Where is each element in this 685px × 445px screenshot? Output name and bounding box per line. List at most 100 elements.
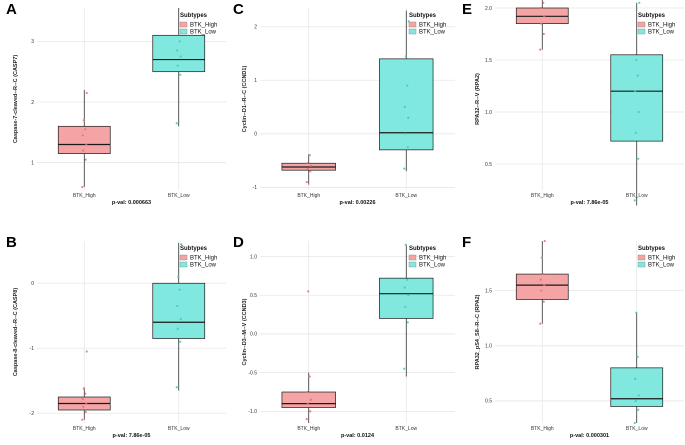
panel-d-y-tick-label: 0.0 [250, 332, 257, 338]
panel-a-btk-low-point [179, 73, 182, 76]
panel-a-y-tick-label: 1 [31, 161, 34, 167]
panel-e-legend-title: Subtypes [638, 13, 666, 19]
panel-b-btk-low-point [178, 288, 181, 291]
panel-a: A Caspase-7-cleaved--R--C (CASP7) 1 2 3 BTK_H… [6, 1, 226, 206]
panel-d-legend-label: BTK_Low [419, 263, 446, 269]
panel-e-btk-low-point [634, 90, 637, 93]
panel-b-x-tick-label: BTK_High [73, 426, 96, 432]
panel-a-btk-low-point [176, 64, 179, 67]
panel-c-y-tick-label: 2 [254, 25, 257, 31]
panel-d-btk-high-point [305, 418, 308, 421]
panel-c-btk-low-point [403, 105, 406, 109]
panel-e-btk-low-point [636, 74, 639, 77]
panel-a-btk-high-point [82, 119, 85, 122]
panel-b: B Caspase-8-cleaved--R--C (CASP8) -2 -1 0 BTK… [6, 234, 226, 439]
panel-c-btk-high-point [309, 164, 312, 168]
panel-c-legend-swatch [408, 28, 417, 35]
panel-f-x-tick-label: BTK_Low [626, 426, 648, 432]
panel-b-btk-high-point [84, 392, 87, 395]
panel-f-btk-high-point [539, 278, 542, 281]
panel-b-x-tick-label: BTK_Low [168, 426, 190, 432]
panel-a-y-axis-label: Caspase-7-cleaved--R--C (CASP7) [13, 55, 19, 143]
panel-a-btk-high-box [57, 125, 111, 154]
panel-f: F RPA32_pS4_S8--R--C (RPA2) 0.5 1.0 1.5 BTK_H… [462, 234, 684, 439]
panel-e-btk-high-point [542, 32, 545, 36]
panel-a-btk-high-point [85, 143, 88, 146]
panel-b-btk-low-point [175, 386, 178, 389]
panel-b-y-tick-label: -1 [30, 346, 35, 352]
panel-a-btk-high-point [84, 158, 87, 161]
panel-f-y-tick-label: 1.5 [485, 288, 492, 294]
panel-d-btk-low-box [379, 277, 434, 319]
panel-d-btk-low-point [406, 278, 409, 281]
panel-e-letter: E [462, 1, 472, 18]
panel-e-btk-high-point [543, 15, 546, 18]
panel-f-legend-label: BTK_High [648, 256, 675, 262]
panel-d-x-tick-label: BTK_Low [395, 426, 417, 432]
panel-e-btk-high-point [539, 6, 542, 10]
panel-f-btk-low-point [636, 355, 639, 358]
panel-b-btk-low-point [177, 275, 180, 278]
panel-d-legend-swatch [408, 261, 417, 268]
panel-e-y-tick-label: 1.5 [485, 58, 492, 64]
panel-b-btk-low-point [179, 317, 182, 321]
panel-c-btk-high-point [305, 180, 308, 184]
panel-d-legend-swatch [408, 254, 417, 261]
panel-a-btk-low-point [176, 49, 179, 52]
panel-d-pvalue: p-val: 0.0124 [341, 433, 375, 439]
panel-b-btk-high-point [85, 402, 88, 405]
panel-c-x-tick-label: BTK_High [297, 193, 320, 199]
panel-f-btk-high-point [542, 300, 545, 303]
panel-c-btk-low-point [403, 167, 406, 170]
panel-e-btk-low-point [635, 58, 638, 62]
panel-f-btk-high-point [543, 284, 546, 287]
panel-a-btk-low-box [152, 34, 206, 73]
panel-d-btk-high-point [306, 402, 309, 405]
panel-a-btk-low-point [179, 55, 182, 58]
panel-d-btk-high-point [306, 390, 309, 394]
panel-e-btk-low-point [634, 131, 637, 134]
panel-f-btk-low-point [637, 394, 640, 397]
panel-d-btk-high-box [281, 391, 336, 408]
panel-d-btk-low-point [406, 321, 409, 324]
panel-c-btk-low-point [406, 84, 409, 87]
panel-f-legend-title: Subtypes [638, 246, 666, 252]
panel-f-legend-swatch [637, 254, 646, 261]
panel-b-btk-high-point [84, 410, 87, 414]
panel-d-btk-low-point [404, 243, 407, 246]
panel-c-legend-swatch [408, 21, 417, 28]
panel-b-btk-high-point [85, 350, 88, 353]
panel-c-btk-high-point [306, 162, 309, 165]
panel-c-y-tick-label: 0 [254, 132, 257, 138]
panel-e-btk-high-point [540, 22, 543, 25]
panel-e-btk-low-box [610, 54, 664, 142]
panel-f-legend-swatch [637, 261, 646, 268]
panel-e-legend-swatch [637, 21, 646, 28]
panel-c-y-tick-label: -1 [253, 185, 258, 191]
panel-f-btk-low-point [637, 408, 640, 411]
panel-a-legend-title: Subtypes [180, 13, 208, 19]
panel-c-letter: C [233, 1, 244, 18]
panel-d-y-tick-label: -0.5 [248, 370, 257, 376]
panel-e-btk-high-point [542, 1, 545, 4]
panel-c-btk-low-point [404, 55, 407, 58]
panel-f-btk-low-point [633, 421, 636, 425]
panel-a-btk-high-point [81, 185, 84, 189]
panel-b-btk-low-point [180, 243, 183, 246]
panel-a-legend-label: BTK_Low [190, 30, 217, 36]
panel-a-btk-low-point [175, 122, 178, 125]
panel-b-btk-low-point [176, 304, 179, 308]
panel-b-legend-label: BTK_High [190, 256, 217, 262]
panel-b-legend-swatch [179, 254, 188, 261]
panel-f-btk-high-point [539, 322, 542, 325]
panel-d-btk-low-point [403, 367, 406, 370]
panel-a-legend-label: BTK_High [190, 23, 217, 29]
panel-b-btk-low-point [176, 327, 179, 330]
panel-d-y-tick-label: 0.5 [250, 293, 257, 299]
panel-f-btk-low-point [634, 399, 637, 403]
panel-e-y-tick-label: 2.0 [485, 6, 492, 12]
panel-a-pvalue: p-val: 0.000663 [112, 200, 151, 206]
panel-f-btk-high-point [543, 239, 546, 243]
